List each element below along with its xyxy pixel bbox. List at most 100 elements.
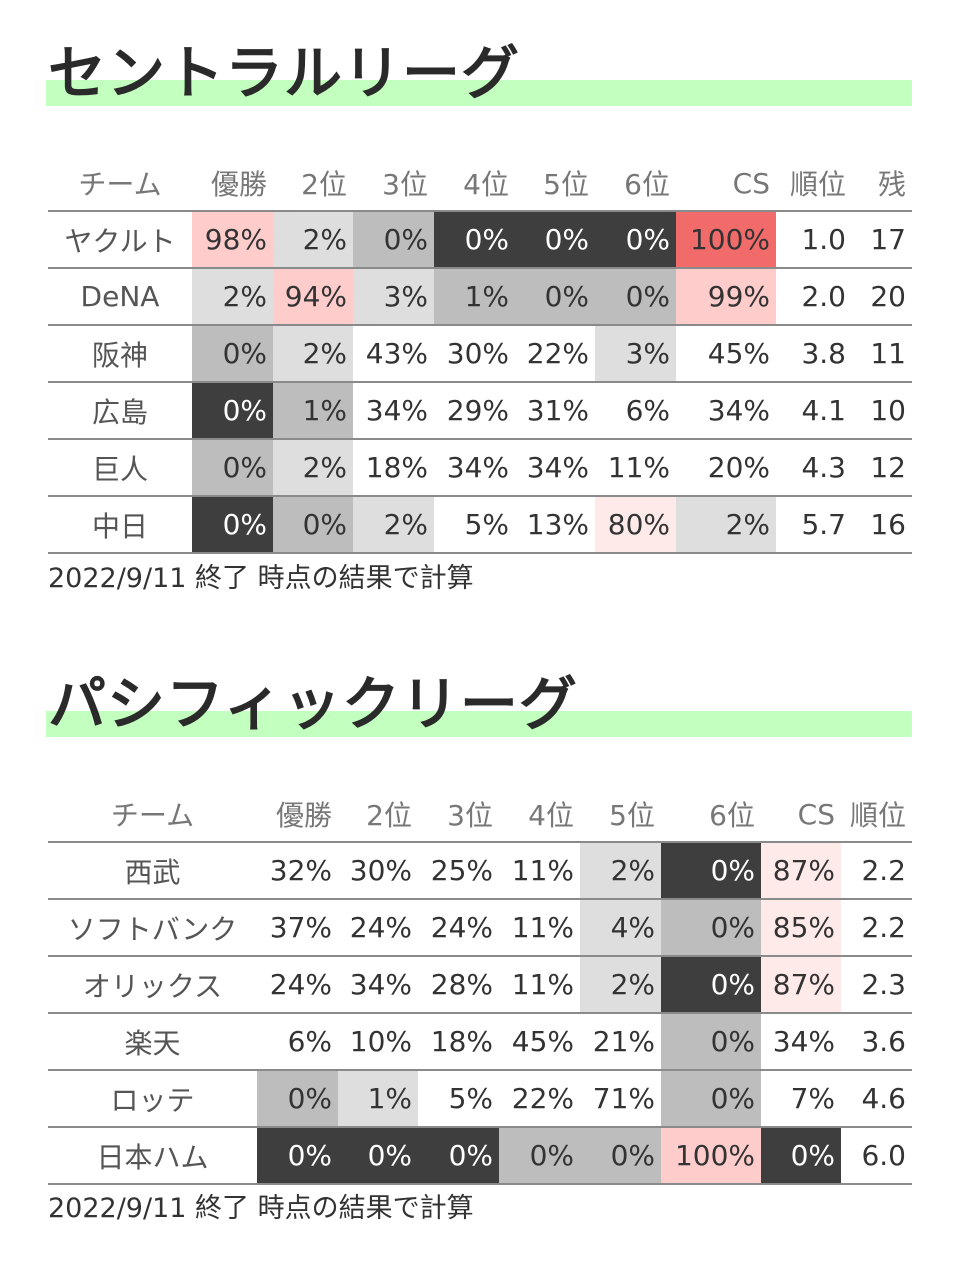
table-cell: 99% bbox=[676, 267, 776, 325]
table-cell: 0% bbox=[661, 1012, 761, 1070]
table-cell: 3% bbox=[353, 267, 434, 325]
column-header: チーム bbox=[78, 168, 162, 201]
team-name: 楽天 bbox=[48, 1012, 257, 1070]
table-cell: 31% bbox=[515, 381, 595, 439]
table-cell: 7% bbox=[761, 1069, 841, 1127]
table-cell: 100% bbox=[676, 210, 776, 268]
table-cell: 6.0 bbox=[841, 1126, 912, 1185]
column-header: 順位 bbox=[789, 168, 846, 201]
table-cell: 24% bbox=[338, 898, 418, 956]
table-cell: 11% bbox=[595, 438, 676, 496]
table-cell: 0% bbox=[515, 210, 595, 268]
column-header: 2位 bbox=[366, 799, 412, 832]
table-cell: 37% bbox=[257, 898, 338, 956]
table-row: 日本ハム 0% 0% 0% 0% 0% 100% 0% 6.0 bbox=[48, 1126, 912, 1185]
table-cell: 5.7 bbox=[776, 495, 852, 554]
table-cell: 1.0 bbox=[776, 210, 852, 268]
table-row: 広島 0% 1% 34% 29% 31% 6% 34% 4.1 10 bbox=[48, 381, 912, 439]
central-note: 2022/9/11 終了 時点の結果で計算 bbox=[48, 563, 474, 594]
column-header: 4位 bbox=[463, 168, 509, 201]
team-name: 西武 bbox=[48, 841, 257, 899]
column-header: 6位 bbox=[709, 799, 755, 832]
table-cell: 0% bbox=[192, 438, 273, 496]
table-cell: 2% bbox=[192, 267, 273, 325]
column-header: 優勝 bbox=[210, 168, 267, 201]
table-cell: 1% bbox=[434, 267, 515, 325]
table-cell: 24% bbox=[257, 955, 338, 1013]
table-cell: 0% bbox=[595, 210, 676, 268]
column-header: 5位 bbox=[543, 168, 589, 201]
column-header: 残 bbox=[877, 168, 906, 201]
pacific-title-underline bbox=[46, 711, 912, 737]
table-cell: 22% bbox=[515, 324, 595, 382]
table-cell: 0% bbox=[257, 1069, 338, 1127]
table-cell: 2.2 bbox=[841, 898, 912, 956]
table-cell: 0% bbox=[661, 1069, 761, 1127]
table-cell: 0% bbox=[434, 210, 515, 268]
table-cell: 34% bbox=[338, 955, 418, 1013]
table-cell: 13% bbox=[515, 495, 595, 554]
pacific-standings-table: チーム 優勝 2位 3位 4位 5位 6位 CS 順位 西武 32% 30% 25% 11% 2% 0% 87… bbox=[48, 787, 912, 1185]
table-row: 阪神 0% 2% 43% 30% 22% 3% 45% 3.8 11 bbox=[48, 324, 912, 382]
table-cell: 45% bbox=[499, 1012, 580, 1070]
table-cell: 2% bbox=[676, 495, 776, 554]
table-cell: 18% bbox=[353, 438, 434, 496]
table-cell: 0% bbox=[761, 1126, 841, 1185]
table-cell: 2.0 bbox=[776, 267, 852, 325]
table-row: オリックス 24% 34% 28% 11% 2% 0% 87% 2.3 bbox=[48, 955, 912, 1013]
table-cell: 1% bbox=[273, 381, 353, 439]
table-cell: 6% bbox=[595, 381, 676, 439]
table-cell: 87% bbox=[761, 841, 841, 899]
team-name: 広島 bbox=[48, 381, 192, 439]
table-cell: 3.6 bbox=[841, 1012, 912, 1070]
central-header-row: チーム 優勝 2位 3位 4位 5位 6位 CS 順位残 bbox=[48, 156, 912, 211]
table-cell: 34% bbox=[353, 381, 434, 439]
table-cell: 10% bbox=[338, 1012, 418, 1070]
table-cell: 34% bbox=[676, 381, 776, 439]
table-cell: 0% bbox=[257, 1126, 338, 1185]
column-header: 3位 bbox=[447, 799, 493, 832]
table-cell: 0% bbox=[661, 955, 761, 1013]
table-row: 中日 0% 0% 2% 5% 13% 80% 2% 5.7 16 bbox=[48, 495, 912, 554]
table-cell: 0% bbox=[338, 1126, 418, 1185]
table-row: ソフトバンク 37% 24% 24% 11% 4% 0% 85% 2.2 bbox=[48, 898, 912, 956]
table-cell: 6% bbox=[257, 1012, 338, 1070]
table-row: 楽天 6% 10% 18% 45% 21% 0% 34% 3.6 bbox=[48, 1012, 912, 1070]
team-name: ロッテ bbox=[48, 1069, 257, 1127]
table-cell: 2.2 bbox=[841, 841, 912, 899]
table-cell: 2% bbox=[353, 495, 434, 554]
table-cell: 5% bbox=[434, 495, 515, 554]
table-cell: 0% bbox=[580, 1126, 661, 1185]
table-cell: 28% bbox=[418, 955, 499, 1013]
table-cell: 100% bbox=[661, 1126, 761, 1185]
table-cell: 4.6 bbox=[841, 1069, 912, 1127]
table-row: 西武 32% 30% 25% 11% 2% 0% 87% 2.2 bbox=[48, 841, 912, 899]
table-cell: 71% bbox=[580, 1069, 661, 1127]
column-header: チーム bbox=[110, 799, 195, 832]
team-name: 日本ハム bbox=[48, 1126, 257, 1185]
column-header: 5位 bbox=[609, 799, 655, 832]
table-cell: 34% bbox=[434, 438, 515, 496]
table-cell: 20 bbox=[852, 267, 912, 325]
team-name: オリックス bbox=[48, 955, 257, 1013]
table-cell: 0% bbox=[661, 898, 761, 956]
table-cell: 11 bbox=[852, 324, 912, 382]
column-header: 6位 bbox=[624, 168, 670, 201]
table-cell: 0% bbox=[353, 210, 434, 268]
table-cell: 0% bbox=[499, 1126, 580, 1185]
table-cell: 18% bbox=[418, 1012, 499, 1070]
team-name: 中日 bbox=[48, 495, 192, 554]
table-cell: 32% bbox=[257, 841, 338, 899]
central-title-underline bbox=[46, 80, 912, 106]
table-cell: 29% bbox=[434, 381, 515, 439]
team-name: DeNA bbox=[48, 267, 192, 325]
column-header: 3位 bbox=[382, 168, 428, 201]
table-row: ロッテ 0% 1% 5% 22% 71% 0% 7% 4.6 bbox=[48, 1069, 912, 1127]
team-name: 阪神 bbox=[48, 324, 192, 382]
table-cell: 4% bbox=[580, 898, 661, 956]
table-cell: 0% bbox=[595, 267, 676, 325]
table-cell: 4.3 bbox=[776, 438, 852, 496]
table-cell: 2% bbox=[273, 324, 353, 382]
table-cell: 45% bbox=[676, 324, 776, 382]
table-cell: 10 bbox=[852, 381, 912, 439]
